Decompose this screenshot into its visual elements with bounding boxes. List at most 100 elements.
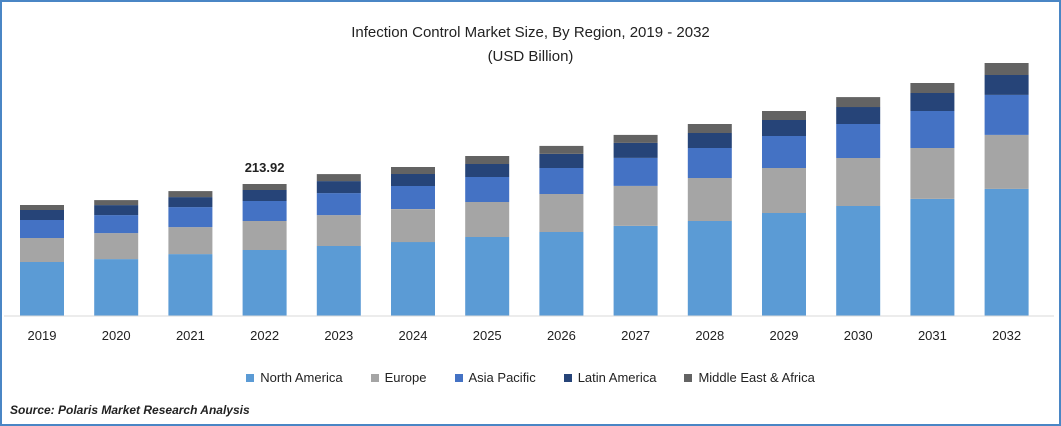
bar-segment-middle-east-africa-2027 [613,134,658,143]
bar-segment-latin-america-2021 [168,197,213,208]
bar-segment-europe-2030 [836,158,881,206]
bar-segment-middle-east-africa-2024 [391,167,435,174]
legend-item-europe: Europe [370,370,427,385]
bar-segment-middle-east-africa-2031 [910,83,955,93]
bar-segment-europe-2020 [94,233,139,260]
bar-segment-asia-pacific-2031 [910,111,955,148]
bar-segment-europe-2023 [316,215,361,246]
bar-segment-asia-pacific-2025 [465,177,510,202]
bar-segment-north-america-2030 [836,206,881,316]
bar-segment-asia-pacific-2029 [762,136,806,168]
bar-segment-latin-america-2026 [539,154,584,168]
x-tick-label-2030: 2030 [844,328,873,343]
bar-segment-north-america-2029 [762,212,806,316]
chart-subtitle: (USD Billion) [487,48,574,65]
bar-segment-latin-america-2025 [465,164,510,177]
bar-segment-middle-east-africa-2029 [762,111,806,120]
bar-segment-europe-2029 [762,168,806,213]
legend-label-asia-pacific: Asia Pacific [468,370,536,385]
bar-segment-middle-east-africa-2030 [836,97,881,108]
bar-segment-north-america-2028 [687,221,732,316]
bar-segment-asia-pacific-2021 [168,207,213,228]
legend-item-north-america: North America [246,370,343,385]
x-tick-label-2029: 2029 [770,328,799,343]
x-tick-label-2024: 2024 [399,328,428,343]
bar-segment-middle-east-africa-2023 [316,174,361,182]
bar-segment-north-america-2031 [910,199,955,316]
bar-segment-europe-2019 [20,238,64,262]
x-tick-label-2020: 2020 [102,328,131,343]
bar-segment-middle-east-africa-2028 [687,124,732,133]
bar-segment-north-america-2021 [168,254,213,316]
x-tick-label-2019: 2019 [28,328,57,343]
bar-segment-north-america-2032 [984,188,1029,316]
bar-segment-europe-2032 [984,134,1029,189]
legend-swatch-europe [370,373,379,382]
bar-segment-asia-pacific-2032 [984,94,1029,135]
bar-segment-europe-2024 [391,209,435,243]
bar-segment-latin-america-2024 [391,174,435,186]
bar-segment-europe-2022 [242,221,287,250]
bar-segment-north-america-2019 [20,262,64,316]
bar-segment-north-america-2024 [391,242,435,316]
legend-swatch-latin-america [563,373,572,382]
legend-swatch-asia-pacific [454,373,463,382]
legend-item-asia-pacific: Asia Pacific [454,370,536,385]
source-note: Source: Polaris Market Research Analysis [10,403,250,417]
bar-segment-europe-2031 [910,147,955,199]
bar-segment-asia-pacific-2024 [391,186,435,209]
bar-segment-latin-america-2020 [94,205,139,216]
chart-title: Infection Control Market Size, By Region… [351,24,710,41]
bar-segment-middle-east-africa-2025 [465,156,510,164]
bar-segment-middle-east-africa-2019 [20,205,64,210]
legend: North America Europe Asia Pacific Latin Ame… [2,370,1059,385]
x-tick-label-2021: 2021 [176,328,205,343]
bar-segment-asia-pacific-2028 [687,148,732,178]
legend-label-middle-east-africa: Middle East & Africa [698,370,815,385]
bar-segment-asia-pacific-2022 [242,201,287,221]
bar-segment-latin-america-2022 [242,190,287,201]
legend-swatch-north-america [246,373,255,382]
x-tick-label-2028: 2028 [695,328,724,343]
bar-segment-north-america-2023 [316,246,361,316]
legend-item-latin-america: Latin America [563,370,657,385]
x-tick-label-2026: 2026 [547,328,576,343]
bar-segment-europe-2028 [687,178,732,221]
bar-segment-middle-east-africa-2020 [94,200,139,206]
bar-segment-asia-pacific-2030 [836,124,881,158]
bar-segment-latin-america-2028 [687,133,732,148]
legend-swatch-middle-east-africa [684,373,693,382]
x-tick-label-2031: 2031 [918,328,947,343]
legend-label-europe: Europe [384,370,427,385]
bar-segment-latin-america-2023 [316,181,361,194]
bar-segment-north-america-2026 [539,232,584,316]
bar-segment-middle-east-africa-2021 [168,191,213,198]
bar-segment-europe-2026 [539,194,584,232]
bar-segment-middle-east-africa-2026 [539,145,584,154]
bar-segment-latin-america-2027 [613,142,658,158]
bar-segment-latin-america-2030 [836,107,881,124]
bar-segment-asia-pacific-2019 [20,220,64,238]
x-tick-label-2023: 2023 [324,328,353,343]
x-tick-label-2032: 2032 [992,328,1021,343]
bar-segment-north-america-2022 [242,250,287,316]
bar-segment-europe-2027 [613,185,658,226]
bar-segment-asia-pacific-2026 [539,168,584,194]
legend-label-north-america: North America [260,370,343,385]
bar-segment-asia-pacific-2027 [613,157,658,186]
legend-item-middle-east-africa: Middle East & Africa [684,370,815,385]
data-label-2022: 213.92 [245,160,285,175]
bar-segment-middle-east-africa-2032 [984,63,1029,75]
x-tick-label-2027: 2027 [621,328,650,343]
bar-segment-north-america-2025 [465,237,510,316]
bar-segment-latin-america-2029 [762,120,806,136]
x-tick-label-2022: 2022 [250,328,279,343]
bar-segment-europe-2021 [168,227,213,255]
bar-segment-north-america-2027 [613,226,658,316]
bar-segment-latin-america-2019 [20,210,64,220]
bar-segment-asia-pacific-2020 [94,215,139,234]
bar-segment-latin-america-2031 [910,93,955,111]
legend-label-latin-america: Latin America [577,370,657,385]
